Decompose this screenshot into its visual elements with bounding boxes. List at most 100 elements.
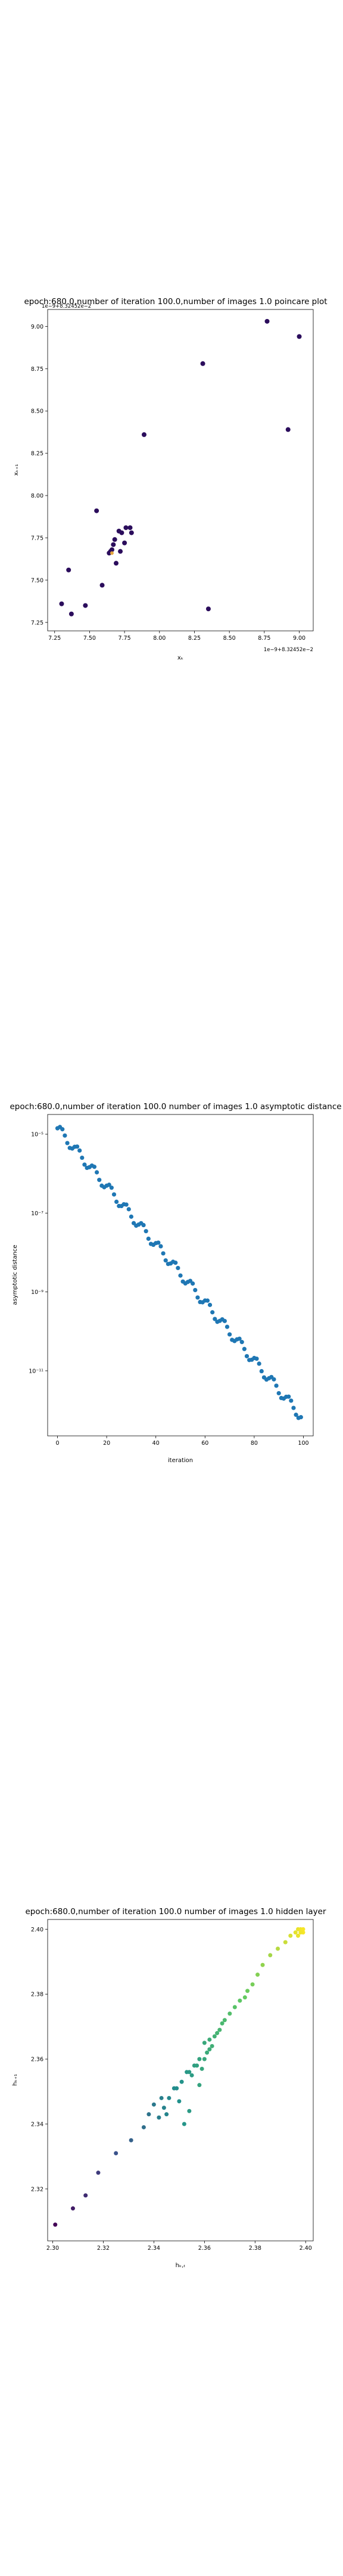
data-point [83,2193,88,2198]
y-tick-label: 8.00 [31,493,43,500]
data-point [298,1415,303,1420]
data-point [118,549,123,554]
data-point [177,2099,182,2104]
data-point [286,1394,291,1399]
x-tick-label: 8.75 [258,635,270,642]
x-tick-label: 60 [201,1440,208,1447]
y-tick-label: 10⁻¹¹ [29,1368,43,1374]
hidden-layer-plot: epoch:680.0,number of iteration 100.0 nu… [12,1907,326,2269]
data-point [210,2044,214,2048]
x-tick-label: 8.25 [188,635,201,642]
data-point [259,1368,264,1374]
data-point [111,1192,117,1197]
data-point [257,1361,261,1366]
data-point [187,2109,192,2113]
data-point [157,2115,161,2120]
y-tick-label: 8.25 [31,451,43,457]
data-point [97,1178,102,1182]
data-point [197,2057,202,2061]
y-tick-label: 10⁻⁷ [31,1210,43,1217]
data-point [68,611,74,617]
data-point [210,1310,215,1315]
y-tick-label: 2.34 [31,2122,43,2128]
data-point [77,1148,82,1153]
data-point [176,1265,180,1271]
data-point [199,2066,204,2071]
y-tick-label: 7.50 [31,577,43,584]
data-point [285,427,291,432]
data-points [55,1125,303,1420]
data-point [60,1127,65,1132]
y-axis-label: asymptotic distance [12,1244,18,1305]
data-point [122,540,127,546]
data-point [220,2021,224,2026]
x-tick-label: 7.75 [119,635,131,642]
data-point [207,2037,212,2042]
data-point [112,537,117,542]
data-point [222,1318,227,1323]
data-point [255,1973,260,1977]
data-point [107,1182,111,1187]
y-tick-label: 10⁻⁹ [31,1289,43,1296]
y-axis: 10⁻⁵ 10⁻⁷ 10⁻⁹ 10⁻¹¹ [29,1132,48,1374]
data-point [207,2047,212,2052]
data-point [158,1244,163,1249]
data-point [202,2057,207,2061]
data-point [146,1236,151,1241]
data-point [146,2112,151,2117]
data-point [191,1281,195,1286]
y-tick-label: 8.75 [31,366,43,373]
data-point [83,603,88,608]
y-tick-label: 8.50 [31,408,43,415]
data-point [232,2005,237,2010]
data-point [161,2106,166,2110]
x-tick-label: 100 [298,1440,308,1447]
data-point [144,1229,148,1234]
y-axis: 7.25 7.50 7.75 8.00 8.25 8.50 8.75 9.00 [31,324,48,626]
x-tick-label: 0 [55,1440,59,1447]
data-point [288,1933,293,1938]
data-point [126,1207,131,1212]
data-point [254,1356,259,1361]
data-point [127,525,133,530]
data-points [53,1927,305,2227]
chart-title: epoch:680.0,number of iteration 100.0 nu… [10,1102,341,1111]
data-point [159,2095,164,2100]
y-tick-label: 7.25 [31,620,43,626]
data-point [242,1995,247,2000]
data-point [239,1340,244,1345]
data-point [173,1261,178,1265]
data-point [197,2083,202,2088]
data-point [92,1165,97,1169]
data-point [119,530,124,535]
data-point [66,567,71,572]
chart-title: epoch:680.0,number of iteration 100.0,nu… [24,297,327,306]
data-point [65,1141,70,1145]
data-point [268,1953,273,1958]
data-point [141,432,146,437]
x-tick-label: 2.34 [148,2245,160,2252]
data-point [294,1413,298,1417]
x-tick-label: 2.32 [97,2245,110,2252]
y-offset-text: 1e−9+8.32452e−2 [42,304,91,309]
data-point [123,525,129,530]
data-point [291,1405,296,1410]
data-point [264,318,270,324]
x-axis-label: xₖ [177,655,183,661]
data-point [238,1998,242,2003]
data-point [276,1391,281,1396]
y-tick-label: 2.38 [31,1992,43,1998]
data-point [227,1332,232,1337]
data-point [250,1982,255,1987]
data-point [124,1202,129,1207]
data-point [164,2112,169,2117]
data-point [245,1989,250,1993]
data-point [109,547,114,552]
y-tick-label: 2.40 [31,1927,43,1933]
data-point [80,1155,85,1160]
data-point [109,1185,114,1190]
data-point [141,2125,146,2129]
data-point [195,1295,200,1300]
data-point [205,2050,210,2055]
data-point [53,2222,58,2227]
